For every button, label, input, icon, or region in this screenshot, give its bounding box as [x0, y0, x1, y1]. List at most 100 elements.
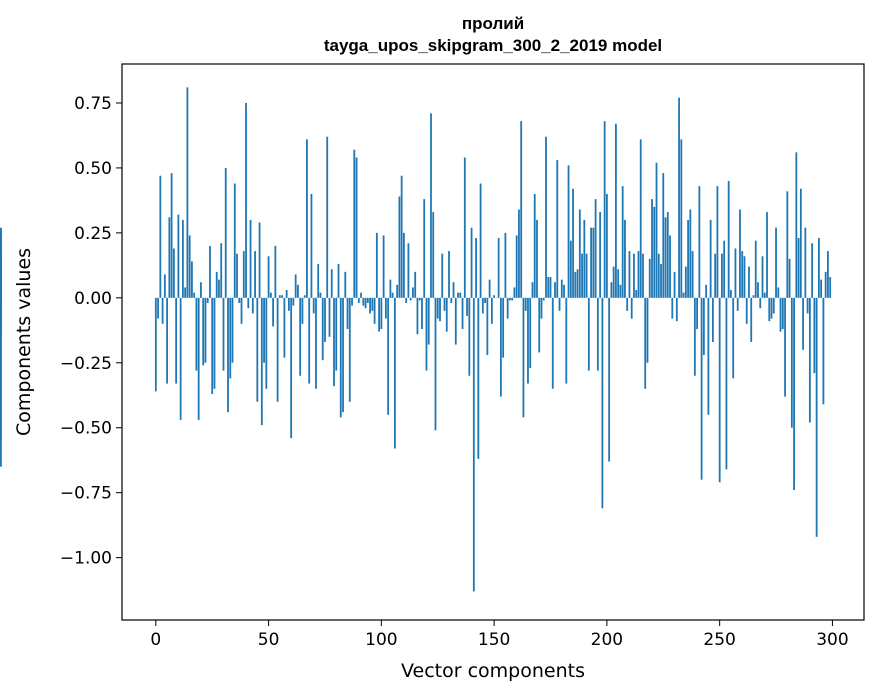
bar — [412, 287, 414, 298]
bar — [249, 219, 252, 298]
bar — [328, 297, 331, 337]
bar — [218, 279, 220, 298]
bar — [477, 297, 480, 459]
bar — [696, 297, 698, 330]
bar — [612, 266, 615, 298]
bar — [400, 175, 403, 298]
bar — [745, 297, 748, 324]
bar — [481, 297, 484, 314]
bar — [542, 297, 545, 301]
bar — [220, 243, 223, 298]
bar — [423, 199, 426, 298]
bars-group — [0, 87, 832, 592]
bar — [276, 297, 279, 402]
bar — [599, 212, 602, 298]
y-tick-label: −1.00 — [60, 549, 112, 569]
bar — [222, 297, 225, 371]
bar — [351, 297, 353, 306]
bar — [734, 248, 737, 298]
bar — [294, 274, 297, 298]
bar — [233, 183, 236, 298]
bar — [472, 297, 475, 592]
bar — [662, 173, 665, 298]
bar — [779, 297, 782, 332]
bar — [560, 279, 563, 298]
bar — [308, 297, 311, 384]
bar — [172, 248, 175, 298]
bar — [393, 297, 396, 449]
bar — [479, 183, 482, 298]
bar — [795, 152, 798, 298]
bar — [736, 297, 739, 311]
bar — [427, 297, 430, 345]
bar — [754, 240, 757, 298]
bar — [829, 277, 832, 298]
x-axis-ticks: 0 50 100 150 200 250 300 — [150, 620, 849, 650]
bar — [680, 139, 683, 298]
bar — [470, 227, 473, 298]
bar — [799, 188, 802, 298]
bar — [752, 295, 755, 298]
bar — [678, 97, 680, 298]
bar — [533, 193, 536, 298]
x-tick-label: 50 — [258, 630, 280, 650]
y-tick-label: 0.75 — [74, 94, 112, 114]
bar — [788, 258, 791, 298]
bar — [378, 297, 380, 332]
bar — [475, 238, 477, 298]
bar — [522, 297, 525, 418]
bar — [362, 297, 365, 306]
bar — [265, 297, 268, 389]
bar — [272, 297, 274, 327]
bar — [459, 292, 462, 298]
bar — [646, 297, 649, 363]
bar — [461, 297, 464, 330]
bar — [290, 297, 293, 439]
bar — [416, 297, 419, 335]
bar — [536, 219, 538, 298]
bar — [181, 219, 184, 298]
y-tick-label: −0.50 — [60, 419, 112, 439]
bar — [687, 219, 689, 298]
bar — [373, 297, 376, 324]
bar — [245, 102, 247, 298]
bar — [813, 297, 816, 374]
x-tick-label: 300 — [816, 630, 848, 650]
y-tick-label: 0.50 — [74, 159, 112, 179]
bar — [669, 235, 671, 298]
bar — [574, 271, 577, 298]
bar — [531, 282, 534, 298]
bar — [718, 297, 721, 483]
bar — [822, 297, 825, 405]
bar — [161, 297, 164, 324]
bar — [200, 282, 202, 298]
bar — [254, 251, 256, 298]
y-tick-label: −0.75 — [60, 484, 112, 504]
bar — [529, 297, 532, 368]
bar — [637, 251, 640, 298]
bar — [633, 253, 635, 298]
bar — [518, 209, 520, 298]
bar — [335, 297, 338, 371]
bar — [213, 297, 216, 389]
bar — [297, 284, 299, 298]
bar — [590, 227, 592, 298]
bar — [520, 121, 523, 298]
bar — [610, 282, 613, 298]
bar — [603, 121, 606, 298]
bar — [497, 238, 500, 298]
bar — [558, 297, 561, 311]
bar — [163, 274, 166, 298]
bar — [231, 297, 234, 363]
bar — [684, 266, 687, 298]
bar — [513, 287, 516, 298]
bar — [384, 297, 387, 319]
bar — [772, 297, 775, 314]
bar — [317, 264, 320, 298]
bar — [170, 173, 173, 298]
x-tick-label: 150 — [478, 630, 510, 650]
bar — [439, 297, 441, 322]
bar — [380, 297, 383, 330]
bar — [583, 219, 586, 298]
